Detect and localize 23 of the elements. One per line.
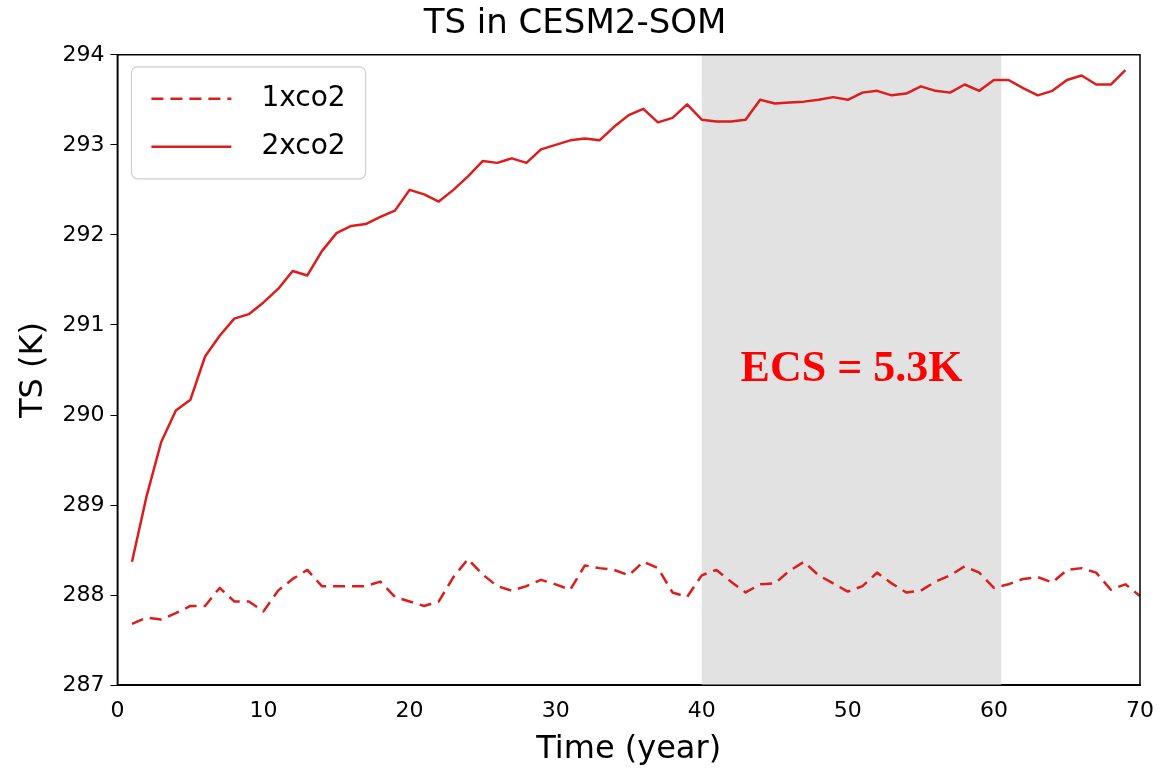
y-tick-label: 293 (62, 130, 105, 156)
x-tick-label: 70 (1126, 697, 1154, 723)
x-tick-label: 50 (833, 697, 862, 723)
y-tick-label: 290 (62, 400, 105, 426)
x-tick-label: 20 (395, 697, 424, 723)
y-axis-title: TS (K) (11, 322, 50, 419)
x-axis-title: Time (year) (535, 728, 722, 767)
annotation: ECS = 5.3K (740, 342, 963, 392)
y-tick-label: 289 (62, 490, 105, 516)
x-tick-label: 60 (979, 697, 1008, 723)
x-tick-label: 0 (110, 697, 125, 723)
x-tick-label: 30 (541, 697, 570, 723)
legend-label: 2xco2 (261, 128, 346, 162)
y-tick-label: 291 (62, 310, 105, 336)
y-tick-label: 287 (62, 670, 105, 696)
legend-label: 1xco2 (261, 80, 346, 114)
y-tick-label: 288 (62, 580, 105, 606)
x-tick-label: 10 (249, 697, 278, 723)
x-tick-label: 40 (687, 697, 716, 723)
y-tick-label: 294 (62, 40, 105, 66)
chart-title: TS in CESM2-SOM (422, 1, 727, 42)
y-tick-label: 292 (62, 220, 105, 246)
line-series (130, 557, 1140, 626)
